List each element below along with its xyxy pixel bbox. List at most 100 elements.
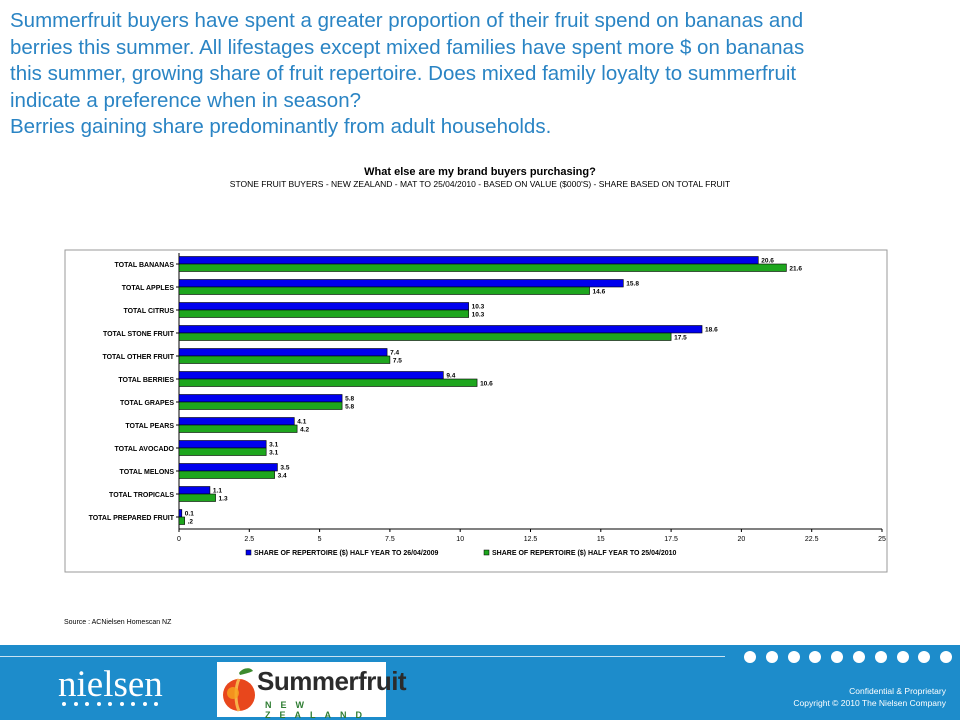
- source-note: Source : ACNielsen Homescan NZ: [64, 619, 172, 626]
- category-label: TOTAL OTHER FRUIT: [102, 354, 174, 361]
- footer-dot: [809, 651, 822, 663]
- x-tick-label: 12.5: [524, 536, 538, 543]
- bar-2009: [178, 348, 388, 357]
- bar-2009: [178, 509, 183, 518]
- legend-label-2009: SHARE OF REPERTOIRE ($) HALF YEAR TO 26/…: [254, 550, 438, 557]
- headline-line-3: this summer, growing share of fruit repe…: [10, 62, 797, 85]
- data-label-2010: 5.8: [345, 404, 354, 411]
- data-label-2010: 3.1: [269, 450, 278, 457]
- x-tick-label: 22.5: [805, 536, 819, 543]
- category-label: TOTAL PEARS: [125, 423, 174, 430]
- footer-divider: [0, 656, 725, 657]
- nielsen-logo-dot: [108, 702, 112, 706]
- copyright-text: Copyright © 2010 The Nielsen Company: [793, 698, 946, 708]
- summerfruit-logo: Summerfruit NEW ZEALAND: [217, 662, 407, 720]
- data-label-2009: 7.4: [390, 350, 399, 357]
- chart-subtitle: STONE FRUIT BUYERS - NEW ZEALAND - MAT T…: [229, 179, 731, 189]
- chart-title: What else are my brand buyers purchasing…: [364, 166, 596, 178]
- x-tick-label: 10: [456, 536, 464, 543]
- data-label-2009: 20.6: [761, 258, 774, 265]
- x-tick-label: 25: [878, 536, 886, 543]
- bar-2009: [178, 417, 295, 426]
- data-label-2009: 3.1: [269, 442, 278, 449]
- data-label-2010: 1.3: [219, 496, 228, 503]
- footer-bar: nielsen Summerfruit NEW ZEALAND Confiden…: [0, 645, 960, 720]
- nielsen-logo-dot: [154, 702, 158, 706]
- category-label: TOTAL BANANAS: [115, 262, 175, 269]
- bar-2010: [178, 309, 469, 318]
- bar-2009: [178, 371, 444, 380]
- bar-2010: [178, 263, 787, 272]
- x-tick-label: 15: [597, 536, 605, 543]
- category-label: TOTAL CITRUS: [123, 308, 174, 315]
- nielsen-logo-dot: [96, 702, 101, 706]
- bar-2009: [178, 486, 211, 495]
- footer-dot: [896, 651, 909, 663]
- data-label-2009: 15.8: [626, 281, 639, 288]
- confidential-text: Confidential & Proprietary: [849, 686, 946, 696]
- headline: Summerfruit buyers have spent a greater …: [10, 8, 950, 141]
- nielsen-logo-dot: [73, 702, 78, 706]
- bar-2009: [178, 394, 343, 403]
- footer-dot: [853, 651, 865, 663]
- data-label-2009: 1.1: [213, 488, 222, 495]
- bar-2010: [178, 378, 478, 387]
- nielsen-logo-dot: [85, 702, 89, 706]
- nielsen-logo-dot: [119, 702, 124, 706]
- bar-2010: [178, 286, 590, 295]
- footer-dot: [940, 651, 953, 663]
- data-label-2009: 10.3: [472, 304, 485, 311]
- data-label-2009: 0.1: [185, 511, 194, 518]
- x-tick-label: 2.5: [244, 536, 254, 543]
- nielsen-logo-dot: [131, 702, 135, 706]
- data-label-2009: 4.1: [297, 419, 306, 426]
- bar-2009: [178, 325, 703, 334]
- bar-chart: 0 2.5 5 7.5 10 12.5 15 17.5 20 22.5 25 TOTAL BANANA…: [64, 249, 888, 573]
- x-tick-label: 17.5: [664, 536, 678, 543]
- headline-line-5: Berries gaining share predominantly from…: [10, 115, 552, 138]
- footer-dot: [874, 651, 887, 663]
- data-label-2010: 17.5: [674, 335, 687, 342]
- summerfruit-wordmark: Summerfruit: [257, 666, 407, 696]
- footer-dot: [918, 651, 931, 663]
- x-tick-label: 0: [177, 536, 181, 543]
- copyright-block: Confidential & Proprietary Copyright © 2…: [793, 685, 946, 709]
- bar-2010: [178, 401, 343, 410]
- data-label-2010: 10.3: [472, 312, 485, 319]
- category-label: TOTAL BERRIES: [118, 377, 174, 384]
- data-label-2010: 3.4: [278, 473, 287, 480]
- category-label: TOTAL MELONS: [120, 469, 175, 476]
- summerfruit-subtitle: NEW ZEALAND: [265, 700, 371, 720]
- nielsen-logo-dot: [62, 702, 66, 706]
- data-label-2010: 14.6: [593, 289, 606, 296]
- category-label: TOTAL PREPARED FRUIT: [89, 515, 175, 522]
- headline-line-4: indicate a preference when in season?: [10, 88, 362, 112]
- data-label-2010: 10.6: [480, 381, 493, 388]
- category-label: TOTAL STONE FRUIT: [103, 331, 175, 338]
- category-label: TOTAL AVOCADO: [115, 446, 175, 453]
- bar-2009: [178, 279, 624, 288]
- bar-2009: [178, 256, 759, 265]
- category-label: TOTAL GRAPES: [120, 400, 174, 407]
- x-tick-label: 7.5: [385, 536, 395, 543]
- bar-2010: [178, 470, 275, 479]
- data-label-2009: 5.8: [345, 396, 354, 403]
- bar-2010: [178, 424, 298, 433]
- bar-2010: [178, 355, 391, 364]
- data-label-2009: 9.4: [446, 373, 455, 380]
- nielsen-logo-dot: [142, 702, 147, 706]
- bar-2010: [178, 516, 185, 525]
- data-label-2009: 18.6: [705, 327, 718, 334]
- nielsen-logo: nielsen: [58, 664, 163, 705]
- x-tick-label: 5: [318, 536, 322, 543]
- bar-2010: [178, 493, 216, 502]
- data-label-2010: 7.5: [393, 358, 402, 365]
- bar-2009: [178, 463, 278, 472]
- bar-2009: [178, 440, 267, 449]
- bar-2009: [178, 302, 469, 311]
- category-label: TOTAL TROPICALS: [109, 492, 174, 499]
- headline-line-1: Summerfruit buyers have spent a greater …: [10, 9, 804, 32]
- footer-dot: [744, 651, 756, 663]
- data-label-2010: .2: [188, 519, 194, 526]
- peach-icon: [223, 668, 255, 712]
